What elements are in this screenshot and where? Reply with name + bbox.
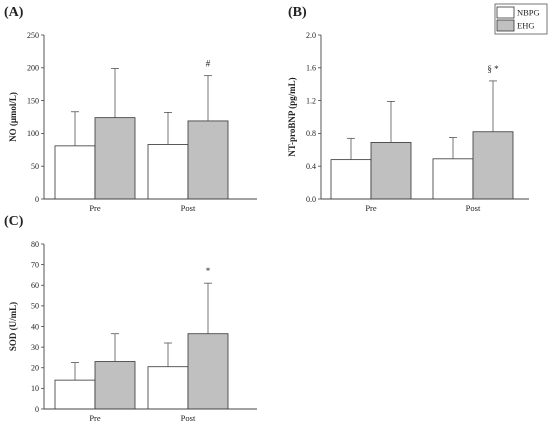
- x-category-label: Pre: [89, 413, 101, 423]
- significance-marker: *: [206, 266, 211, 276]
- bar-ehg-post: [187, 120, 229, 200]
- x-category-label: Post: [181, 203, 196, 213]
- bar-ehg-pre: [94, 117, 136, 200]
- y-tick-label: 200: [27, 64, 39, 73]
- bar-ehg-pre: [94, 361, 136, 410]
- y-tick-label: 0: [35, 405, 39, 414]
- bar-ehg-pre: [370, 142, 412, 200]
- y-tick-label: 20: [31, 364, 39, 373]
- bar-nbpg-post: [432, 158, 474, 200]
- y-tick-label: 1.6: [306, 64, 316, 73]
- bar-ehg-post: [472, 131, 514, 200]
- y-tick-label: 0.0: [306, 195, 316, 204]
- y-tick-label: 250: [27, 31, 39, 40]
- x-category-label: Post: [466, 203, 481, 213]
- x-category-label: Pre: [89, 203, 101, 213]
- y-axis-label: NO (μmol/L): [8, 92, 18, 142]
- legend-swatch-ehg: [496, 19, 515, 32]
- bar-nbpg-pre: [330, 159, 372, 200]
- y-tick-label: 70: [31, 260, 39, 269]
- y-tick-label: 40: [31, 322, 39, 331]
- bar-nbpg-post: [147, 144, 189, 200]
- y-tick-label: 80: [31, 240, 39, 249]
- panel-label: (A): [4, 5, 24, 20]
- y-tick-label: 2.0: [306, 31, 316, 40]
- y-axis-label: SOD (U/mL): [8, 302, 18, 351]
- y-tick-label: 0: [35, 195, 39, 204]
- bar-nbpg-pre: [54, 145, 96, 200]
- bar-nbpg-post: [147, 366, 189, 410]
- y-tick-label: 60: [31, 281, 39, 290]
- legend-label-ehg: EHG: [517, 21, 534, 31]
- legend: NBPG EHG: [494, 3, 548, 35]
- panel-label: (C): [4, 214, 24, 229]
- y-tick-label: 0.8: [306, 129, 316, 138]
- chart-panel-1: (A) NO (μmol/L) 0 50 100 150 200 250 Pre Post #: [4, 5, 257, 213]
- y-tick-label: 50: [31, 302, 39, 311]
- significance-marker: § *: [487, 64, 499, 74]
- x-category-label: Pre: [365, 203, 377, 213]
- bar-nbpg-pre: [54, 379, 96, 410]
- chart-panel-2: (B) NT-proBNP (pg/mL) 0.0 0.4 0.8 1.2 1.6 2.0 Pr…: [287, 5, 529, 213]
- x-category-label: Post: [181, 413, 196, 423]
- y-tick-label: 100: [27, 129, 39, 138]
- significance-marker: #: [206, 59, 211, 69]
- legend-label-nbpg: NBPG: [517, 8, 540, 18]
- y-tick-label: 10: [31, 384, 39, 393]
- chart-panel-3: (C) SOD (U/mL) 0 10 20 30 40 50 60 70 80 Pre Post *: [4, 214, 257, 423]
- legend-swatch-nbpg: [496, 6, 515, 19]
- y-tick-label: 0.4: [306, 162, 316, 171]
- y-tick-label: 50: [31, 162, 39, 171]
- panel-label: (B): [288, 5, 307, 20]
- y-tick-label: 30: [31, 343, 39, 352]
- y-tick-label: 1.2: [306, 96, 316, 105]
- y-tick-label: 150: [27, 96, 39, 105]
- y-axis-label: NT-proBNP (pg/mL): [287, 77, 297, 156]
- bar-ehg-post: [187, 333, 229, 410]
